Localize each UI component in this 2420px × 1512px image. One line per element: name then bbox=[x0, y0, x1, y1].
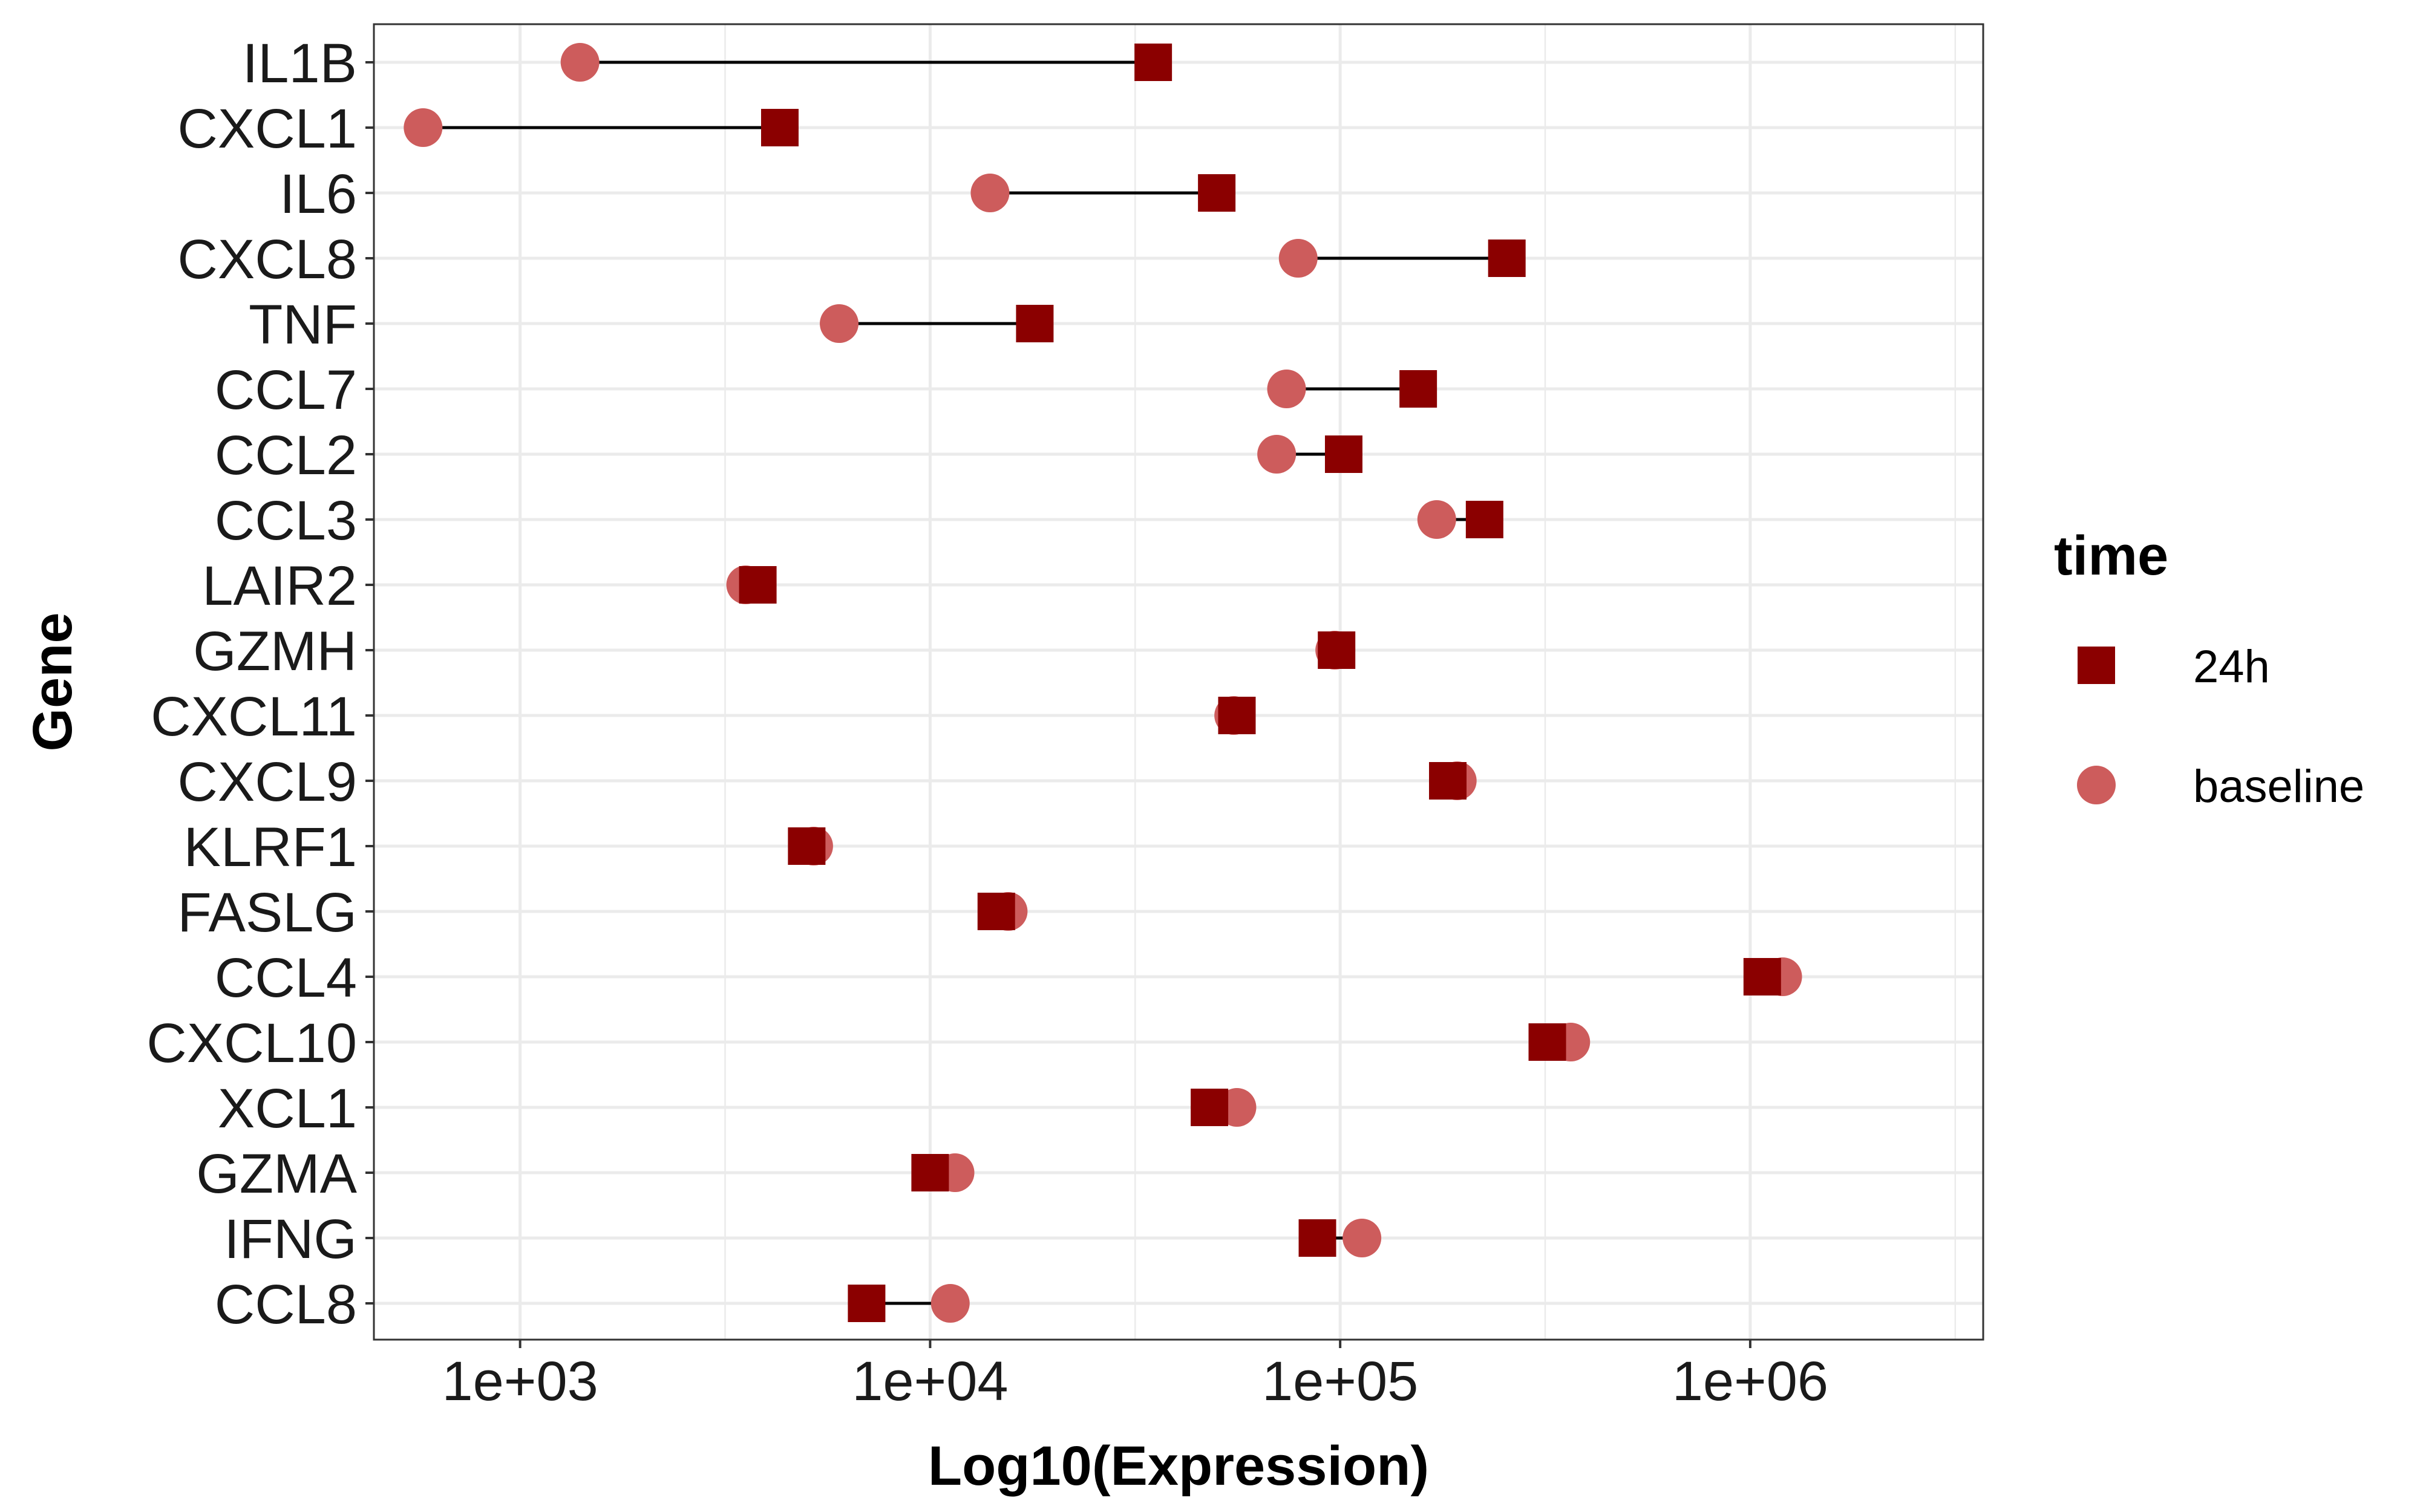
y-tick-label: CCL2 bbox=[215, 425, 357, 486]
legend: time 24h baseline bbox=[2054, 525, 2364, 812]
point-24h-cxcl8 bbox=[1488, 240, 1526, 277]
point-24h-il6 bbox=[1198, 174, 1236, 212]
y-axis-title: Gene bbox=[22, 612, 83, 751]
y-tick-label: IL1B bbox=[243, 33, 357, 94]
y-tick-label: GZMH bbox=[193, 621, 357, 682]
baseline-point-ccl2 bbox=[1257, 435, 1297, 474]
point-24h-ccl2 bbox=[1324, 435, 1362, 473]
point-24h-cxcl9 bbox=[1429, 762, 1467, 800]
x-tick-label: 1e+03 bbox=[442, 1351, 598, 1412]
baseline-point-il1b bbox=[560, 43, 600, 82]
baseline-point-ccl8 bbox=[930, 1284, 970, 1323]
y-tick-label: FASLG bbox=[177, 882, 357, 943]
plot-panel-border bbox=[373, 23, 1984, 1341]
grid-lines bbox=[374, 24, 1983, 1340]
point-24h-cxcl10 bbox=[1528, 1023, 1566, 1061]
y-tick-label: CXCL11 bbox=[151, 686, 357, 748]
baseline-point-ccl7 bbox=[1267, 370, 1306, 408]
point-24h-lair2 bbox=[739, 566, 777, 604]
x-axis: 1e+03 1e+04 1e+05 1e+06 bbox=[442, 1340, 1828, 1412]
baseline-point-cxcl1 bbox=[404, 108, 443, 147]
point-24h-il1b bbox=[1134, 44, 1172, 81]
legend-title: time bbox=[2054, 525, 2168, 587]
baseline-point-tnf bbox=[820, 304, 859, 343]
y-tick-label: CCL3 bbox=[215, 490, 357, 552]
y-tick-label: CXCL1 bbox=[177, 98, 357, 160]
x-tick-label: 1e+05 bbox=[1262, 1351, 1418, 1412]
y-axis: IL1BCXCL1IL6CXCL8TNFCCL7CCL2CCL3LAIR2GZM… bbox=[146, 33, 374, 1335]
y-tick-label: IFNG bbox=[224, 1208, 357, 1270]
y-tick-label: XCL1 bbox=[218, 1078, 357, 1139]
data-markers bbox=[404, 43, 1802, 1323]
legend-label-24h: 24h bbox=[2193, 641, 2270, 692]
y-tick-label: CXCL9 bbox=[177, 751, 357, 813]
point-24h-cxcl1 bbox=[760, 109, 799, 146]
point-24h-ifng bbox=[1298, 1219, 1336, 1257]
point-24h-faslg bbox=[977, 893, 1015, 930]
point-24h-cxcl11 bbox=[1218, 697, 1256, 734]
baseline-point-il6 bbox=[970, 174, 1010, 212]
y-tick-label: CCL4 bbox=[215, 947, 357, 1009]
legend-key-baseline bbox=[2077, 766, 2116, 804]
y-tick-label: CXCL8 bbox=[177, 229, 357, 290]
x-tick-label: 1e+04 bbox=[852, 1351, 1008, 1412]
y-tick-label: CXCL10 bbox=[146, 1012, 357, 1074]
point-24h-xcl1 bbox=[1191, 1089, 1229, 1126]
point-24h-ccl3 bbox=[1465, 501, 1503, 538]
point-24h-tnf bbox=[1016, 305, 1054, 342]
point-24h-ccl7 bbox=[1399, 370, 1437, 408]
x-tick-label: 1e+06 bbox=[1672, 1351, 1828, 1412]
y-tick-label: TNF bbox=[249, 294, 357, 356]
baseline-point-cxcl8 bbox=[1278, 239, 1318, 278]
baseline-point-ifng bbox=[1342, 1219, 1382, 1257]
point-24h-gzma bbox=[911, 1154, 949, 1191]
point-24h-ccl8 bbox=[848, 1285, 886, 1322]
y-tick-label: GZMA bbox=[196, 1143, 357, 1205]
x-axis-title: Log10(Expression) bbox=[928, 1435, 1429, 1497]
y-tick-label: CCL8 bbox=[215, 1274, 357, 1335]
baseline-point-ccl3 bbox=[1417, 500, 1456, 539]
y-tick-label: LAIR2 bbox=[202, 555, 357, 617]
legend-key-24h bbox=[2078, 647, 2115, 684]
y-tick-label: IL6 bbox=[280, 163, 357, 225]
point-24h-gzmh bbox=[1318, 631, 1356, 669]
point-24h-ccl4 bbox=[1743, 958, 1781, 996]
legend-label-baseline: baseline bbox=[2193, 761, 2364, 812]
y-tick-label: KLRF1 bbox=[184, 816, 357, 878]
point-24h-klrf1 bbox=[788, 827, 826, 865]
y-tick-label: CCL7 bbox=[215, 359, 357, 421]
